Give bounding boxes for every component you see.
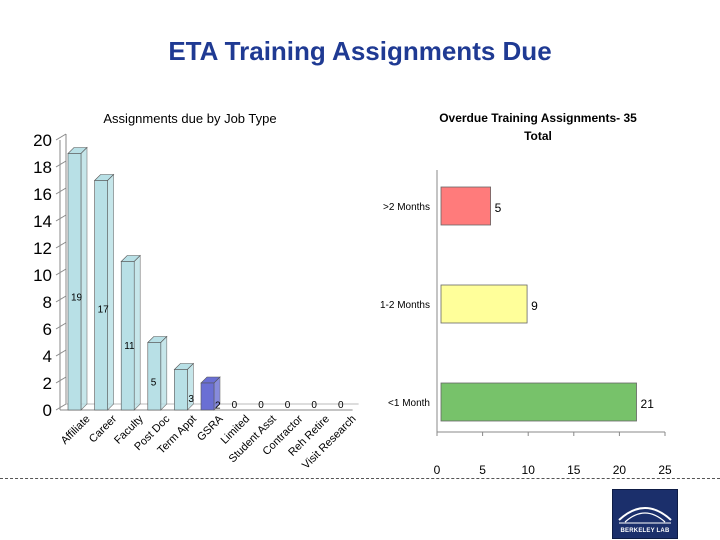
data-label: 21 [641,397,655,411]
x-tick-label: 0 [434,463,441,477]
data-label: 0 [258,400,264,411]
bar [200,382,215,411]
y-tick-mark [55,349,67,357]
y-tick-label: 4 [43,347,52,366]
data-label: 9 [531,299,538,313]
data-label: 19 [71,293,83,304]
y-tick-mark [55,214,67,222]
slide-title: ETA Training Assignments Due [168,36,552,66]
right-chart-title-line1: Overdue Training Assignments- 35 [439,111,637,125]
x-tick-label: 25 [658,463,672,477]
x-tick-label: 10 [522,463,536,477]
x-tick-label: 15 [567,463,581,477]
y-tick-mark [55,160,67,168]
y-tick-label: 8 [43,293,52,312]
bar [67,153,82,411]
right-chart-title-line2: Total [524,129,552,143]
y-tick-label: 14 [33,212,52,231]
data-label: 5 [495,201,502,215]
bar [94,180,108,411]
y-tick-label: 2 [43,374,52,393]
data-label: 3 [188,394,194,405]
category-label: >2 Months [383,202,430,213]
y-tick-label: 0 [43,401,52,420]
y-tick-mark [55,241,67,249]
y-tick-mark [55,376,67,384]
category-label: <1 Month [388,398,430,409]
bar [147,342,162,411]
y-tick-label: 6 [43,320,52,339]
data-label: 0 [285,400,291,411]
category-label: 1-2 Months [380,300,430,311]
logo-text: BERKELEY LAB [620,528,670,534]
y-tick-mark [55,403,67,411]
data-label: 2 [215,401,221,412]
bar [440,186,491,226]
x-tick-label: 20 [613,463,627,477]
y-tick-label: 16 [33,185,52,204]
logo-graphic-icon [618,507,672,524]
y-tick-mark [55,187,67,195]
data-label: 5 [151,378,157,389]
bar [440,382,637,422]
y-tick-mark [55,268,67,276]
y-tick-mark [55,133,67,141]
bar [174,369,188,411]
bar [440,284,528,324]
divider-line [0,478,720,479]
y-tick-label: 18 [33,158,52,177]
y-tick-label: 20 [33,131,52,150]
data-label: 0 [232,400,238,411]
bar [120,261,135,411]
data-label: 17 [98,305,110,316]
data-label: 0 [311,400,317,411]
left-chart-title: Assignments due by Job Type [103,111,276,126]
y-tick-mark [55,295,67,303]
berkeley-lab-logo: BERKELEY LAB [612,489,678,539]
y-tick-mark [55,322,67,330]
data-label: 0 [338,400,344,411]
data-label: 11 [124,341,135,352]
x-tick-label: 5 [479,463,486,477]
y-tick-label: 10 [33,266,52,285]
y-tick-label: 12 [33,239,52,258]
